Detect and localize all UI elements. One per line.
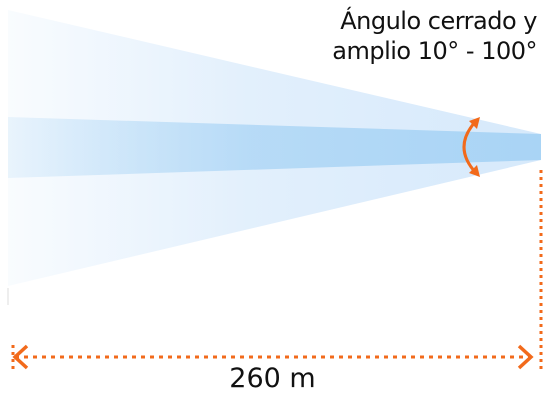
angle-label-line-1: Ángulo cerrado y <box>340 7 537 35</box>
narrow-beam <box>8 117 541 178</box>
angle-label-line-2: amplio 10° - 100° <box>332 37 537 65</box>
dotted-double-arrow-icon <box>11 344 534 370</box>
angle-range-label: Ángulo cerrado y amplio 10° - 100° <box>307 6 537 66</box>
distance-label: 260 m <box>229 363 316 394</box>
curved-double-arrow-icon <box>462 117 480 177</box>
